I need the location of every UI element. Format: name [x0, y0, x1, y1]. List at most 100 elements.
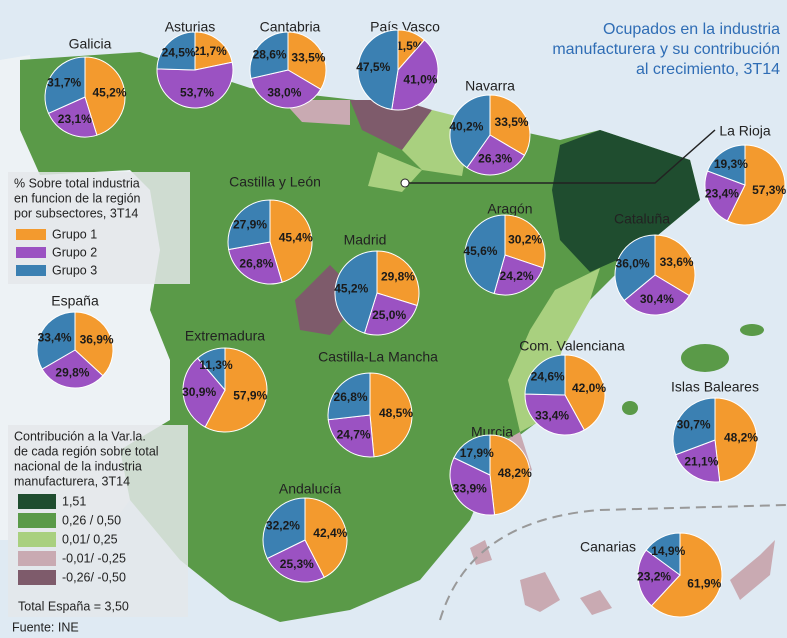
menorca [740, 324, 764, 336]
pie-slice [196, 347, 226, 392]
pie-slice [204, 347, 268, 433]
legend-label: 0,26 / 0,50 [62, 513, 121, 527]
pie-slice [327, 372, 371, 421]
value-label: 40,2% [449, 120, 483, 134]
value-label: 21,7% [193, 44, 227, 58]
pie-slice [449, 94, 491, 169]
pie-slice [36, 311, 76, 370]
source: Fuente: INE [12, 620, 79, 634]
value-label: 14,9% [651, 544, 685, 558]
value-label: 30,4% [640, 292, 674, 306]
pie-slice [156, 61, 234, 109]
value-label: 25,0% [372, 308, 406, 322]
value-label: 36,0% [616, 257, 650, 271]
pie-slice [44, 56, 86, 115]
region-name: La Rioja [719, 123, 771, 139]
la-rioja-callout [405, 129, 716, 184]
la-rioja-marker [400, 178, 410, 188]
legend-label: 1,51 [62, 494, 86, 508]
value-label: 24,2% [500, 269, 534, 283]
region-name: Cantabria [260, 19, 321, 35]
value-label: 33,4% [38, 330, 72, 344]
legend-swatch [18, 551, 56, 566]
pie-slice [466, 134, 526, 176]
mallorca [681, 344, 729, 372]
pie-slice [269, 199, 313, 283]
pie-slice [327, 414, 375, 458]
value-label: 30,9% [182, 385, 216, 399]
pie-slice [504, 214, 546, 269]
value-label: 11,5% [390, 39, 424, 53]
value-label: 17,9% [460, 446, 494, 460]
region-name: Cataluña [614, 211, 670, 227]
pie-slice [156, 31, 196, 71]
pie-slice [706, 144, 746, 186]
pie-slice [74, 311, 114, 377]
legend-label: 0,01/ 0,25 [62, 532, 118, 546]
region-name: Andalucía [279, 481, 341, 497]
legend-label: Grupo 3 [52, 263, 97, 277]
pie-slice [453, 434, 491, 476]
cataluna [552, 130, 700, 272]
value-label: 24,5% [162, 45, 196, 59]
value-label: 48,2% [498, 466, 532, 480]
region-name: Asturias [165, 19, 216, 35]
value-label: 30,7% [677, 417, 711, 431]
pie-slice [250, 69, 322, 109]
pie-slice [227, 199, 271, 251]
region-name: Galicia [69, 36, 112, 52]
pie-slice [675, 439, 721, 483]
value-label: 45,2% [334, 281, 368, 295]
value-label: 61,9% [687, 577, 721, 591]
canarias-divider [439, 504, 787, 621]
region-name: Canarias [580, 539, 636, 555]
pie-slice [637, 549, 681, 607]
value-label: 33,5% [495, 115, 529, 129]
pie-slice [564, 354, 606, 431]
pie-slice [194, 31, 233, 71]
legend-label: Grupo 2 [52, 245, 97, 259]
value-label: 27,9% [233, 217, 267, 231]
pie-slice [489, 434, 531, 516]
value-label: 38,0% [267, 85, 301, 99]
value-label: 45,6% [463, 244, 497, 258]
value-label: 23,2% [637, 570, 671, 584]
legend-label: -0,01/ -0,25 [62, 551, 126, 565]
region-name: País Vasco [370, 19, 440, 35]
region-name: España [51, 293, 99, 309]
pie-slice [266, 539, 325, 583]
legend-title: de cada región sobre total [14, 444, 159, 458]
value-label: 33,4% [535, 408, 569, 422]
pie-slice [357, 29, 399, 111]
pie-slice [41, 349, 104, 389]
value-label: 28,6% [253, 47, 287, 61]
legend-label: -0,26/ -0,50 [62, 570, 126, 584]
value-label: 24,7% [337, 427, 371, 441]
content: Ocupados en la industria manufacturera y … [12, 19, 786, 635]
value-label: 26,8% [239, 256, 273, 270]
legend-title: manufacturera, 3T14 [14, 474, 130, 488]
value-label: 29,8% [381, 270, 415, 284]
pie-slice [623, 274, 690, 316]
value-label: 53,7% [180, 86, 214, 100]
canary-island [520, 572, 560, 612]
region-name: Madrid [344, 232, 387, 248]
value-label: 11,3% [199, 358, 233, 372]
value-label: 30,2% [508, 233, 542, 247]
legend-title: Contribución a la Var.la. [14, 429, 146, 443]
title-line: manufacturera y su contribución [552, 41, 780, 58]
legend-swatch [18, 532, 56, 547]
pie-slice [650, 532, 723, 618]
region-name: Castilla y León [229, 174, 321, 190]
pie-slice [524, 393, 585, 436]
pie-slice [464, 214, 506, 295]
value-label: 57,9% [233, 389, 267, 403]
canary-island [730, 540, 775, 600]
value-label: 24,6% [531, 369, 565, 383]
value-label: 41,0% [403, 73, 437, 87]
canary-island [580, 590, 612, 615]
value-label: 47,5% [356, 60, 390, 74]
pie-slice [376, 250, 420, 307]
pie-slice [704, 170, 746, 222]
